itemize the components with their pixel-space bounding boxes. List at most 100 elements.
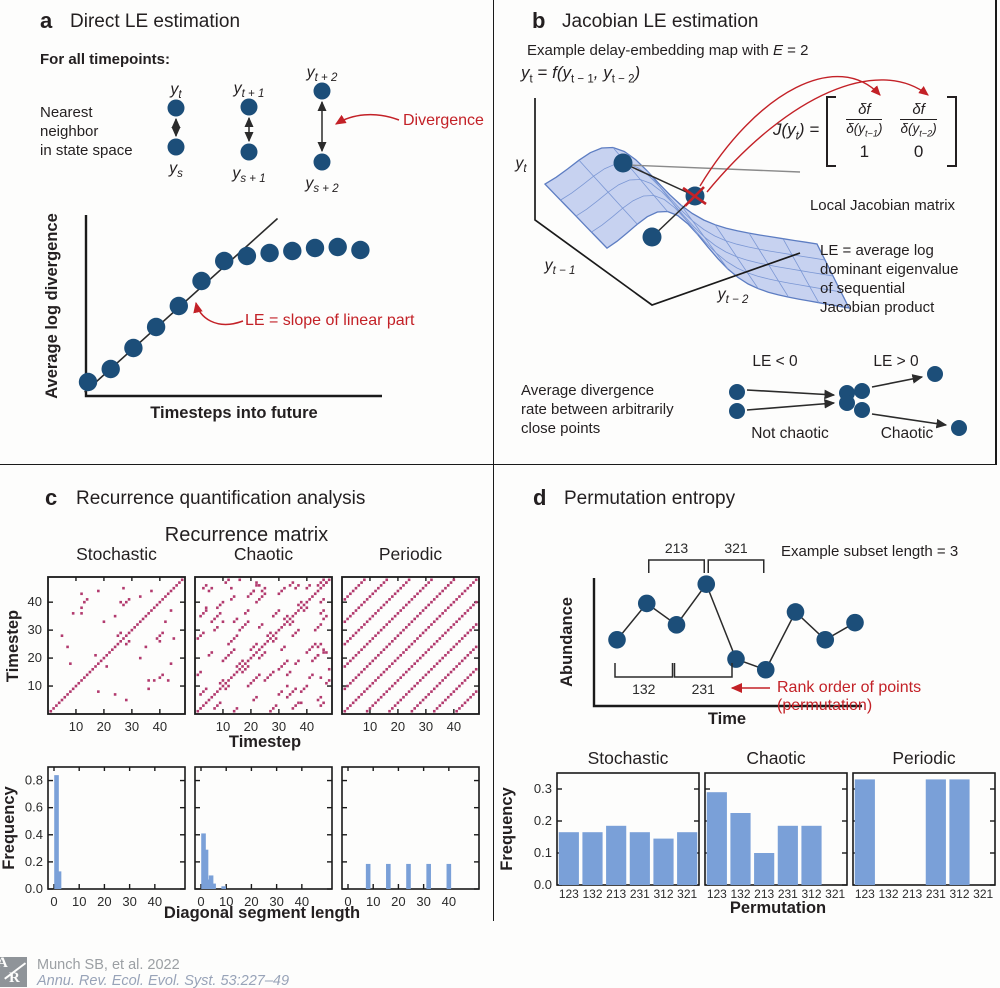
svg-text:0.6: 0.6 [25, 800, 43, 815]
formula-eq: = [532, 63, 553, 82]
svg-text:231: 231 [778, 887, 798, 901]
svg-text:20: 20 [97, 719, 111, 734]
svg-text:0.0: 0.0 [25, 881, 43, 896]
panel-a-label: a [40, 8, 53, 33]
svg-text:Not chaotic: Not chaotic [751, 425, 829, 442]
svg-text:Chaotic: Chaotic [746, 748, 806, 768]
svg-text:132: 132 [730, 887, 750, 901]
svg-text:Periodic: Periodic [892, 748, 955, 768]
diag-length-hist-1: 0 10 20 30 40 [194, 766, 333, 909]
svg-text:0.2: 0.2 [534, 813, 552, 828]
formula-close: ) [634, 63, 641, 82]
svg-text:Stochastic: Stochastic [588, 748, 669, 768]
svg-text:yt: yt [169, 81, 182, 101]
formula-open: (y [556, 63, 571, 82]
frac1-den: δ(yt−1) [846, 120, 882, 139]
svg-text:0.2: 0.2 [25, 854, 43, 869]
svg-text:10: 10 [366, 894, 380, 909]
svg-text:30: 30 [122, 894, 136, 909]
svg-text:0.8: 0.8 [25, 773, 43, 788]
svg-text:0.3: 0.3 [534, 781, 552, 796]
svg-text:20: 20 [391, 894, 405, 909]
for-all-timepoints-text: For all timepoints: [40, 51, 171, 68]
formula-sub-t1: t − 1 [571, 73, 594, 86]
jacobian-lhs: J(yt) = [773, 120, 819, 142]
svg-text:30: 30 [272, 719, 286, 734]
svg-text:ys: ys [168, 160, 183, 180]
svg-text:30: 30 [416, 894, 430, 909]
vertical-divider [492, 0, 495, 921]
svg-text:Chaotic: Chaotic [234, 544, 294, 564]
panel-d-title: Permutation entropy [564, 488, 736, 509]
annual-reviews-logo: A R [0, 957, 27, 987]
svg-text:40: 40 [28, 594, 42, 609]
citation-journal: Annu. Rev. Ecol. Evol. Syst. 53:227–49 [37, 973, 290, 988]
frac1-den-a: δ(y [846, 121, 865, 136]
svg-text:Timestep: Timestep [4, 610, 22, 682]
diag-length-hist-0: 0.0 0.2 0.4 0.6 0.8 0 10 20 30 40 [25, 766, 186, 909]
svg-text:40: 40 [447, 719, 461, 734]
perm-hist-chaotic: Chaotic 123 132 213 231 312 321 [704, 748, 848, 901]
svg-text:40: 40 [300, 719, 314, 734]
svg-text:yt + 2: yt + 2 [306, 64, 338, 84]
svg-text:132: 132 [878, 887, 898, 901]
svg-text:Timestep: Timestep [229, 733, 301, 751]
svg-text:40: 40 [153, 719, 167, 734]
logo-letter-r: R [9, 970, 20, 986]
svg-text:231: 231 [926, 887, 946, 901]
svg-text:Chaotic: Chaotic [881, 425, 934, 442]
le-average-text: LE = average log dominant eigenvalue of … [820, 242, 959, 316]
formula-sub-t: t [529, 73, 533, 86]
svg-text:231: 231 [692, 681, 716, 697]
svg-text:Timesteps into future: Timesteps into future [150, 404, 317, 422]
svg-text:20: 20 [244, 894, 258, 909]
formula-y: y [521, 63, 530, 82]
jacobian-lhs-a: J(y [773, 120, 796, 140]
svg-text:10: 10 [72, 894, 86, 909]
panel-a-title: Direct LE estimation [70, 11, 241, 32]
matrix-bracket-left [826, 96, 837, 167]
frac1-num: δf [846, 101, 883, 120]
frac2-den-b: ) [932, 121, 937, 136]
recurrence-axis-labels: Timestep Timestep [4, 610, 301, 751]
right-border [995, 0, 997, 465]
svg-text:30: 30 [125, 719, 139, 734]
svg-text:10: 10 [28, 678, 42, 693]
panel-c-title: Recurrence quantification analysis [76, 488, 366, 509]
svg-text:Diagonal segment length: Diagonal segment length [164, 904, 360, 922]
recurrence-plot-periodic: Periodic 10 20 30 40 [341, 544, 480, 734]
svg-text:Time: Time [708, 710, 746, 728]
logo-letter-a: A [0, 957, 8, 971]
svg-text:30: 30 [419, 719, 433, 734]
svg-text:Frequency: Frequency [498, 786, 516, 870]
le-sign-diagrams: LE < 0 Not chaotic LE > 0 Chaotic [729, 353, 967, 442]
jacobian-frac-2: δf δ(yt−2) [900, 101, 937, 139]
svg-text:0.4: 0.4 [25, 827, 43, 842]
svg-text:0.1: 0.1 [534, 845, 552, 860]
formula-f: f [552, 63, 557, 82]
svg-text:yt − 2: yt − 2 [717, 286, 749, 306]
avg-divergence-text: Average divergence rate between arbitrar… [521, 382, 674, 437]
svg-text:yt + 1: yt + 1 [233, 80, 265, 100]
frac2-den-a: δ(y [900, 121, 920, 136]
svg-text:40: 40 [442, 894, 456, 909]
nearest-neighbor-text: Nearest neighbor in state space [40, 104, 133, 159]
jacobian-cell-0: 0 [913, 141, 924, 161]
matrix-bracket-right [946, 96, 957, 167]
recurrence-plot-stochastic: Stochastic 10 20 30 40 10 20 30 40 [28, 544, 186, 734]
formula-sub-t2: t − 2 [611, 73, 635, 86]
jacobian-matrix: J(yt) = δf δ(yt−1) δf δ(yt−2) 1 0 [773, 96, 957, 167]
recurrence-plot-chaotic: Chaotic 10 20 30 40 [194, 544, 333, 734]
svg-text:Stochastic: Stochastic [76, 544, 157, 564]
svg-text:123: 123 [559, 887, 579, 901]
subtitle-pre: Example delay-embedding map with [527, 42, 773, 59]
svg-text:10: 10 [69, 719, 83, 734]
svg-text:20: 20 [244, 719, 258, 734]
svg-text:Average log divergence: Average log divergence [43, 213, 61, 399]
nearest-neighbor-pairs: yt ys yt + 1 ys + 1 yt + 2 ys + 2 [167, 64, 400, 195]
svg-text:123: 123 [855, 887, 875, 901]
panel-d-label: d [533, 485, 547, 510]
delay-map-formula: yt = f(yt − 1, yt − 2) [521, 63, 640, 85]
svg-text:321: 321 [825, 887, 845, 901]
